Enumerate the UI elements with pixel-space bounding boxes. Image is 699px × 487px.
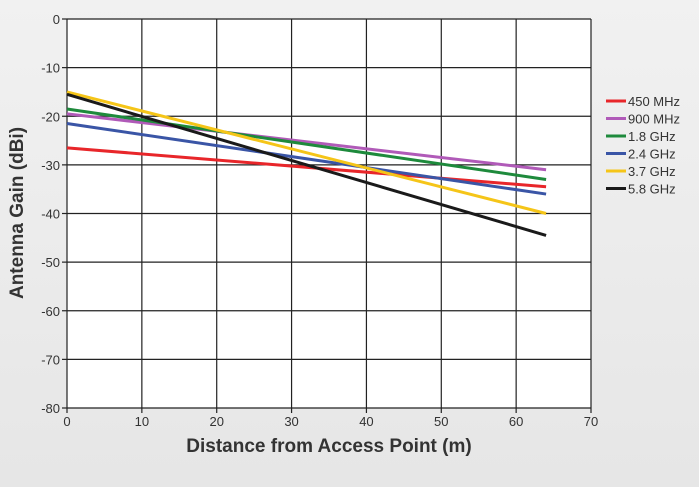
y-tick-label: -70	[41, 352, 60, 367]
legend-entry: 450 MHz	[628, 94, 680, 109]
legend-entry: 1.8 GHz	[628, 129, 676, 144]
series-line-6	[66, 92, 547, 237]
legend-entry: 900 MHz	[628, 112, 680, 127]
y-tick-label: -30	[41, 158, 60, 173]
x-tick-label: 20	[209, 414, 223, 429]
y-tick-label: -50	[41, 255, 60, 270]
x-tick-label: 60	[509, 414, 523, 429]
y-tick-label: -80	[41, 401, 60, 416]
y-axis-ticks: 0 -10 -20 -30 -40 -50 -60 -70 -80	[41, 12, 67, 416]
x-tick-label: 30	[284, 414, 298, 429]
legend-entry: 3.7 GHz	[628, 164, 676, 179]
series-lines	[66, 90, 547, 237]
series-line-1	[66, 146, 547, 189]
y-tick-label: -60	[41, 304, 60, 319]
x-axis-ticks: 0 10 20 30 40 50 60 70	[63, 408, 598, 429]
y-tick-label: -10	[41, 61, 60, 76]
legend-entry: 5.8 GHz	[628, 182, 676, 197]
grid	[66, 18, 592, 409]
y-tick-label: -20	[41, 109, 60, 124]
series-line-2	[66, 112, 547, 172]
legend-entry: 2.4 GHz	[628, 147, 676, 162]
series-line-4	[66, 122, 547, 196]
y-tick-label: 0	[53, 12, 60, 27]
x-tick-label: 0	[63, 414, 70, 429]
x-tick-label: 70	[584, 414, 598, 429]
x-tick-label: 50	[434, 414, 448, 429]
series-line-5	[66, 90, 547, 215]
y-axis-label: Antenna Gain (dBi)	[7, 127, 28, 299]
x-tick-label: 40	[359, 414, 373, 429]
y-tick-label: -40	[41, 207, 60, 222]
x-axis-label: Distance from Access Point (m)	[186, 436, 471, 457]
series-line-3	[66, 107, 547, 181]
legend: 450 MHz 900 MHz 1.8 GHz 2.4 GHz 3.7 GHz 5.8 G…	[606, 94, 680, 197]
x-tick-label: 10	[135, 414, 149, 429]
